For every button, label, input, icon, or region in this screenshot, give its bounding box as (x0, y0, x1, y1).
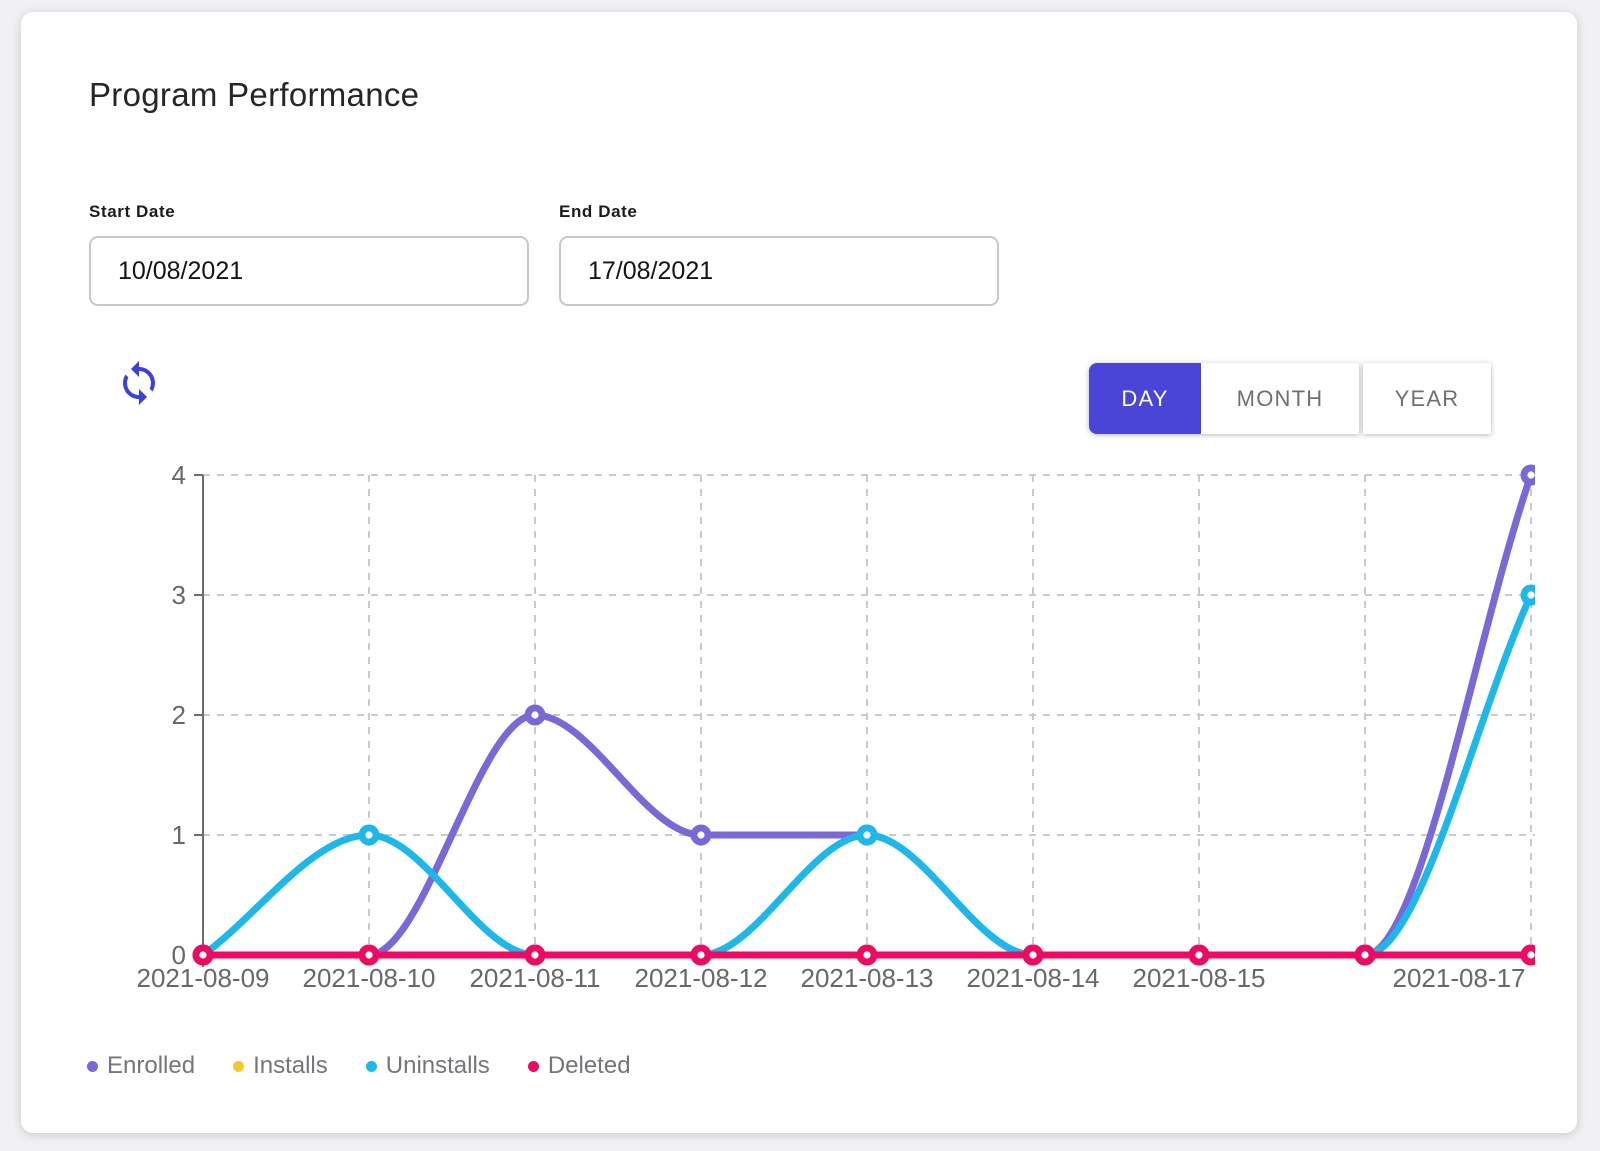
svg-text:2: 2 (172, 700, 186, 730)
svg-text:0: 0 (172, 940, 186, 970)
legend-label: Uninstalls (385, 1052, 490, 1079)
chart-legend: Enrolled Installs Uninstalls Deleted (87, 1052, 631, 1080)
end-date-label: End Date (559, 202, 638, 221)
range-tab-group: DAY MONTH YEAR (1089, 363, 1491, 434)
legend-item-uninstalls[interactable]: Uninstalls (365, 1052, 490, 1080)
legend-dot-icon (527, 1060, 539, 1072)
svg-text:2021-08-12: 2021-08-12 (635, 963, 768, 993)
legend-dot-icon (233, 1060, 245, 1072)
svg-text:2021-08-15: 2021-08-15 (1133, 963, 1266, 993)
svg-text:1: 1 (172, 820, 186, 850)
refresh-button[interactable] (113, 358, 165, 410)
legend-item-deleted[interactable]: Deleted (527, 1052, 631, 1080)
legend-label: Installs (253, 1052, 328, 1079)
program-performance-card: Program Performance Start Date End Date … (21, 12, 1577, 1133)
performance-line-chart: 0 1 2 3 4 2021-08-09 2021-08-10 2021-08-11 2021-… (121, 449, 1542, 1009)
page-title: Program Performance (89, 76, 420, 113)
tab-month[interactable]: MONTH (1201, 363, 1359, 434)
svg-text:2021-08-14: 2021-08-14 (967, 963, 1100, 993)
svg-text:3: 3 (172, 580, 186, 610)
svg-text:2021-08-10: 2021-08-10 (303, 963, 436, 993)
svg-text:2021-08-13: 2021-08-13 (801, 963, 934, 993)
start-date-input[interactable] (89, 236, 529, 306)
svg-text:2021-08-09: 2021-08-09 (137, 963, 270, 993)
legend-item-enrolled[interactable]: Enrolled (87, 1052, 195, 1080)
start-date-field: Start Date (89, 202, 529, 306)
tab-day[interactable]: DAY (1089, 363, 1201, 434)
start-date-label: Start Date (89, 202, 176, 221)
end-date-input[interactable] (559, 236, 999, 306)
end-date-field: End Date (559, 202, 999, 306)
sync-icon (115, 360, 163, 410)
legend-label: Deleted (547, 1052, 631, 1079)
legend-label: Enrolled (107, 1052, 196, 1079)
svg-text:4: 4 (172, 460, 186, 490)
legend-dot-icon (365, 1060, 377, 1072)
legend-dot-icon (87, 1060, 98, 1072)
svg-text:2021-08-17: 2021-08-17 (1393, 963, 1526, 993)
tab-year[interactable]: YEAR (1363, 363, 1491, 434)
svg-text:2021-08-11: 2021-08-11 (469, 963, 600, 993)
legend-item-installs[interactable]: Installs (233, 1052, 328, 1080)
